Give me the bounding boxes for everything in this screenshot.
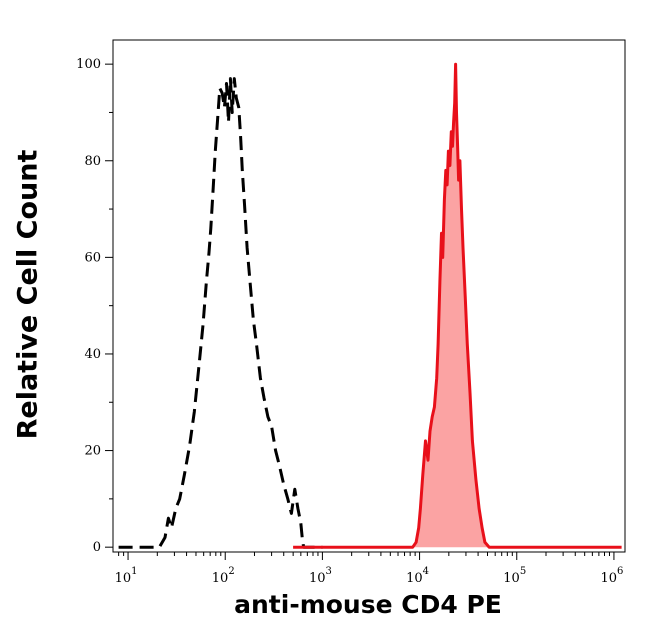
x-tick-label: 106 <box>600 566 623 586</box>
series-0-line <box>118 77 323 549</box>
x-tick-label: 105 <box>503 566 526 586</box>
y-axis-label: Relative Cell Count <box>12 149 44 439</box>
y-tick-label: 0 <box>93 540 101 555</box>
series-layer <box>118 62 622 549</box>
y-tick-label: 60 <box>84 250 101 265</box>
y-tick-labels: 0 20 40 60 80 100 <box>76 57 101 555</box>
plot-frame <box>112 39 626 553</box>
x-tick-label: 102 <box>212 566 235 586</box>
y-tick-label: 100 <box>76 57 101 72</box>
series-1-fill <box>293 64 622 548</box>
x-tick-labels: 101 102 103 104 105 106 <box>115 566 624 586</box>
series-1-line <box>293 62 622 549</box>
y-tick-label: 80 <box>84 154 101 169</box>
x-tick-label: 101 <box>115 566 138 586</box>
axis-ticks <box>105 63 615 560</box>
x-tick-label: 104 <box>406 566 429 586</box>
y-tick-label: 20 <box>84 444 101 459</box>
x-tick-label: 103 <box>309 566 332 586</box>
y-tick-label: 40 <box>84 347 101 362</box>
x-axis-label: anti-mouse CD4 PE <box>234 590 502 619</box>
